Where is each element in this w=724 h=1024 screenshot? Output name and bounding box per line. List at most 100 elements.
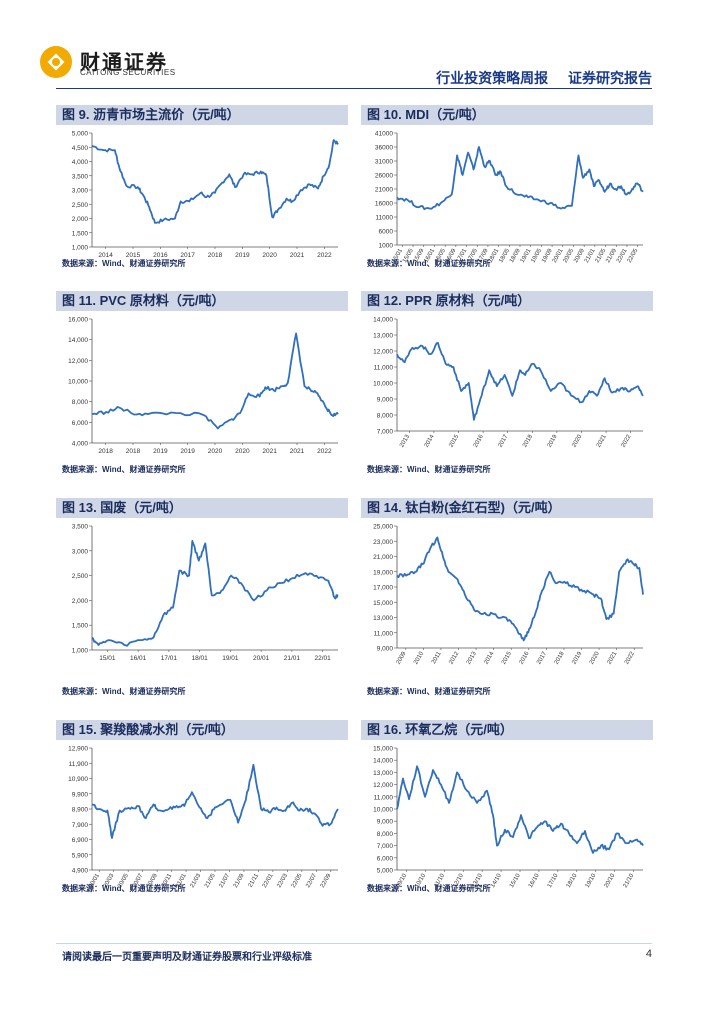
- y-tick-label: 2,000: [72, 598, 89, 605]
- x-tick-label: 2020: [571, 433, 583, 448]
- series-line: [91, 139, 339, 224]
- x-tick-label: 2012: [448, 650, 460, 665]
- y-tick-label: 13,000: [373, 770, 393, 777]
- x-tick-label: 14/10: [490, 872, 503, 889]
- y-tick-label: 41000: [375, 131, 393, 138]
- y-tick-label: 2,500: [72, 573, 89, 580]
- y-tick-label: 8,900: [72, 807, 89, 814]
- chart-panel-14: 图 14. 钛白粉(金红石型)（元/吨） 25,000 23,000 21,000 1…: [361, 498, 653, 678]
- x-tick-label: 22/07: [305, 872, 318, 889]
- x-tick-label: 18/10: [566, 872, 579, 889]
- x-tick-label: 22/05: [291, 872, 304, 889]
- y-tick-label: 26000: [375, 173, 393, 180]
- footer-disclaimer: 请阅读最后一页重要声明及财通证券股票和行业评级标准: [62, 952, 312, 963]
- x-tick-label: 22/01: [262, 872, 275, 889]
- y-tick-label: 10,000: [373, 381, 393, 388]
- x-tick-label: 2022: [621, 433, 633, 448]
- y-tick-label: 9,000: [377, 397, 394, 404]
- y-tick-label: 10,000: [373, 807, 393, 814]
- y-tick-label: 7,000: [377, 429, 394, 436]
- y-tick-label: 9,000: [377, 819, 394, 826]
- y-tick-label: 11,000: [374, 365, 394, 372]
- report-category: 证券研究报告: [568, 70, 652, 86]
- source-note: 数据来源：Wind、财通证券研究所: [62, 259, 186, 268]
- y-tick-label: 25,000: [373, 524, 393, 531]
- x-tick-label: 2009: [396, 650, 408, 665]
- series-line: [396, 146, 644, 211]
- y-tick-label: 5,900: [72, 852, 89, 859]
- x-tick-label: 2014: [483, 650, 495, 665]
- x-tick-label: 22/01: [314, 655, 331, 662]
- y-tick-label: 4,900: [72, 868, 89, 875]
- y-tick-label: 21,000: [373, 554, 393, 561]
- chart-panel-15: 图 15. 聚羧酸减水剂（元/吨） 12,900 11,900 10,900 9,90…: [56, 720, 348, 900]
- x-tick-label: 2020: [208, 448, 223, 455]
- y-tick-label: 4,500: [72, 145, 89, 152]
- y-tick-label: 31000: [375, 159, 393, 166]
- x-tick-label: 21/05: [204, 872, 217, 889]
- chart-title: 图 15. 聚羧酸减水剂（元/吨）: [56, 720, 348, 740]
- y-tick-label: 12,000: [373, 782, 393, 789]
- y-tick-label: 36000: [375, 145, 393, 152]
- x-tick-label: 2014: [424, 433, 436, 448]
- chart-panel-12: 图 12. PPR 原材料（元/吨） 14,000 13,000 12,000 11,…: [361, 291, 653, 461]
- x-tick-label: 2018: [208, 252, 223, 259]
- chart-panel-10: 图 10. MDI（元/吨） 41000 36000 31000 26000 21000…: [361, 105, 653, 275]
- y-tick-label: 4,000: [72, 441, 89, 448]
- x-tick-label: 2019: [153, 448, 168, 455]
- y-tick-label: 1,000: [72, 245, 89, 252]
- y-tick-label: 19,000: [373, 569, 393, 576]
- report-type: 行业投资策略周报: [436, 70, 549, 86]
- x-tick-label: 2022: [317, 448, 332, 455]
- x-tick-label: 19/10: [585, 872, 598, 889]
- chart-13-scrap-steel-price: 3,500 3,000 2,500 2,000 1,500 1,000 15/01 16/01…: [72, 524, 339, 662]
- chart-title: 图 11. PVC 原材料（元/吨）: [56, 291, 348, 311]
- x-tick-label: 21/09: [233, 872, 246, 889]
- footer-divider: [56, 943, 652, 944]
- x-tick-label: 2019: [235, 252, 250, 259]
- y-tick-label: 7,000: [377, 843, 394, 850]
- y-tick-label: 5,000: [377, 868, 394, 875]
- x-tick-label: 2014: [98, 252, 113, 259]
- chart-16-ethylene-oxide-price: 15,000 14,000 13,000 12,000 11,000 10,000 9,00…: [373, 746, 644, 889]
- x-tick-label: 22/09: [320, 872, 333, 889]
- y-tick-label: 14,000: [68, 337, 88, 344]
- y-tick-label: 6,000: [72, 420, 89, 427]
- y-tick-label: 6,000: [377, 855, 394, 862]
- y-tick-label: 14,000: [373, 758, 393, 765]
- series-line: [396, 342, 644, 421]
- x-tick-label: 16/10: [528, 872, 541, 889]
- x-tick-label: 2017: [498, 433, 510, 448]
- y-tick-label: 9,900: [72, 791, 89, 798]
- logo-english-name: CAITONG SECURITIES: [80, 68, 176, 77]
- y-tick-label: 10,000: [68, 379, 88, 386]
- y-tick-label: 11000: [375, 215, 393, 222]
- x-tick-label: 2013: [466, 650, 478, 665]
- chart-title: 图 13. 国废（元/吨）: [56, 498, 348, 518]
- chart-11-pvc-price: 16,000 14,000 12,000 10,000 8,000 6,000 4,000 2…: [68, 317, 339, 455]
- x-tick-label: 16/01: [130, 655, 147, 662]
- x-tick-label: 2018: [98, 448, 113, 455]
- source-note: 数据来源：Wind、财通证券研究所: [62, 465, 186, 474]
- chart-title: 图 16. 环氧乙烷（元/吨）: [361, 720, 653, 740]
- source-note: 数据来源：Wind、财通证券研究所: [62, 884, 186, 893]
- x-tick-label: 21/01: [284, 655, 301, 662]
- chart-9-asphalt-price: 5,000 4,500 4,000 3,500 3,000 2,500 2,000 1,500…: [72, 131, 339, 259]
- chart-panel-13: 图 13. 国废（元/吨） 3,500 3,000 2,500 2,000 1,500 1…: [56, 498, 348, 668]
- y-tick-label: 11,900: [69, 761, 89, 768]
- y-tick-label: 23,000: [373, 539, 393, 546]
- y-tick-label: 8,000: [377, 413, 394, 420]
- x-tick-label: 17/01: [161, 655, 178, 662]
- x-tick-label: 2019: [180, 448, 195, 455]
- chart-title: 图 14. 钛白粉(金红石型)（元/吨）: [361, 498, 653, 518]
- company-logo: 财通证券 CAITONG SECURITIES: [38, 44, 238, 80]
- y-tick-label: 6000: [379, 229, 394, 236]
- y-tick-label: 13,000: [373, 333, 393, 340]
- x-tick-label: 22/03: [276, 872, 289, 889]
- x-tick-label: 2021: [606, 650, 618, 665]
- x-tick-label: 2021: [290, 448, 305, 455]
- y-tick-label: 2,500: [72, 202, 89, 209]
- x-tick-label: 21/03: [190, 872, 203, 889]
- x-tick-label: 2021: [262, 448, 277, 455]
- y-tick-label: 9,000: [377, 646, 394, 653]
